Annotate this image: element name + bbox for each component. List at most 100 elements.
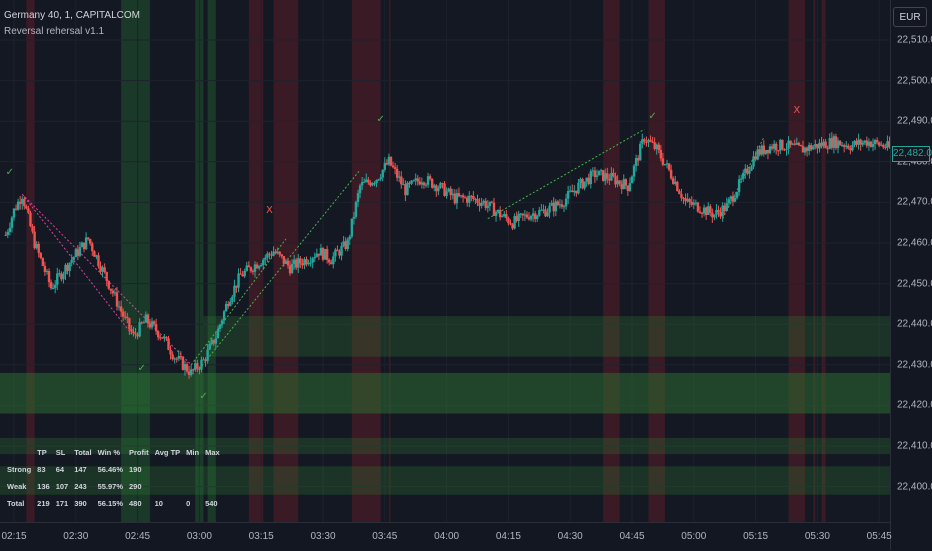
candle-body xyxy=(616,180,619,185)
candle-body xyxy=(443,183,446,196)
candle-body xyxy=(729,196,733,200)
indicator-title[interactable]: Reversal rehersal v1.1 xyxy=(4,26,105,37)
candle-body xyxy=(583,181,586,189)
candle-body xyxy=(700,212,704,214)
time-tick-label: 05:45 xyxy=(866,531,892,542)
currency-button[interactable]: EUR xyxy=(893,7,927,27)
candle-body xyxy=(552,202,555,212)
candle-body xyxy=(875,140,879,143)
candle-body xyxy=(772,143,776,149)
candle-body xyxy=(867,141,871,146)
candle-body xyxy=(268,253,271,255)
candle-body xyxy=(707,206,710,216)
candle-body xyxy=(249,267,253,271)
candle-body xyxy=(816,144,819,149)
candle-body xyxy=(676,181,679,191)
candle-body xyxy=(748,170,751,174)
candle-body xyxy=(756,149,759,160)
candle-body xyxy=(787,140,790,149)
time-axis[interactable]: 02:15 02:30 02:45 03:00 03:15 03:30 03:45 04:00… xyxy=(0,522,892,551)
last-price-tag: 22,482.0 xyxy=(892,146,932,162)
chart-area[interactable]: ✓ ✓ ✓ X ✓ ✓ X Germany 40, 1, CAPITALCOM Revers… xyxy=(0,0,890,522)
candle-body xyxy=(569,190,572,192)
candle-body xyxy=(630,176,634,184)
candle-body xyxy=(126,316,129,319)
candle-body xyxy=(233,285,236,297)
candle-body xyxy=(556,201,560,205)
sell-signal-band xyxy=(603,0,620,522)
candle-body xyxy=(760,145,763,155)
price-chart[interactable]: ✓ ✓ ✓ X ✓ ✓ X xyxy=(0,0,890,522)
candle-body xyxy=(379,177,382,180)
candle-body xyxy=(97,255,100,267)
candle-body xyxy=(70,259,73,263)
stats-header-cell xyxy=(4,444,34,461)
check-signal-icon: ✓ xyxy=(6,167,14,178)
time-tick-label: 03:30 xyxy=(310,531,336,542)
candle-body xyxy=(402,184,405,186)
candle-body xyxy=(74,249,77,258)
candle-body xyxy=(18,201,22,204)
price-tick-label: 22,500.0 xyxy=(897,75,932,87)
time-tick-label: 04:45 xyxy=(619,531,645,542)
candle-body xyxy=(163,336,166,339)
candle-body xyxy=(95,255,98,257)
candle-body xyxy=(49,282,53,289)
candle-body xyxy=(383,163,386,170)
candle-body xyxy=(420,182,424,185)
candle-body xyxy=(212,339,216,344)
candle-body xyxy=(352,216,356,219)
cross-signal-icon: X xyxy=(266,205,273,216)
price-tick-label: 22,450.0 xyxy=(897,278,932,290)
candle-body xyxy=(179,356,183,358)
candle-body xyxy=(243,270,246,277)
candle-body xyxy=(200,359,203,370)
stats-row: Strong 83 64 147 56.46% 190 xyxy=(4,461,223,478)
candle-body xyxy=(451,193,454,196)
candle-body xyxy=(198,368,201,370)
symbol-title[interactable]: Germany 40, 1, CAPITALCOM xyxy=(4,10,140,21)
candle-body xyxy=(398,176,401,178)
candle-body xyxy=(750,166,753,171)
candle-body xyxy=(533,213,537,220)
stats-cell: 480 xyxy=(129,499,142,508)
candle-body xyxy=(391,165,395,168)
candle-body xyxy=(37,243,40,253)
price-axis[interactable]: 22,510.022,500.022,490.022,480.022,470.0… xyxy=(890,0,932,550)
candle-body xyxy=(562,206,566,208)
candle-body xyxy=(422,182,426,186)
candle-body xyxy=(593,170,597,177)
candle-body xyxy=(358,185,362,194)
candle-body xyxy=(154,324,158,332)
candle-body xyxy=(344,241,347,249)
candle-body xyxy=(799,145,803,147)
sell-signal-band xyxy=(821,0,826,522)
candle-body xyxy=(51,288,55,290)
candle-body xyxy=(185,364,189,372)
candle-body xyxy=(350,218,354,237)
candle-body xyxy=(183,364,187,370)
chart-legend: Germany 40, 1, CAPITALCOM Reversal reher… xyxy=(4,8,140,40)
candle-body xyxy=(544,209,547,217)
candle-body xyxy=(527,217,531,220)
candle-body xyxy=(400,176,403,185)
sell-signal-band xyxy=(26,0,35,522)
demand-zone xyxy=(203,316,890,357)
candle-body xyxy=(128,318,131,329)
candle-body xyxy=(78,247,82,256)
candle-body xyxy=(80,242,84,248)
candle-body xyxy=(857,139,860,145)
candle-body xyxy=(529,215,533,220)
candle-body xyxy=(66,264,69,271)
candle-body xyxy=(853,140,856,146)
candle-body xyxy=(643,139,646,142)
candle-body xyxy=(645,141,648,143)
candle-body xyxy=(744,168,747,173)
candle-body xyxy=(779,139,782,151)
stats-header-row: TP SL Total Win % Profit Avg TP Min Max xyxy=(4,444,223,461)
candle-body xyxy=(375,179,378,184)
candle-body xyxy=(89,239,92,244)
candle-body xyxy=(649,139,652,142)
candle-body xyxy=(235,285,238,288)
candle-body xyxy=(573,190,576,193)
